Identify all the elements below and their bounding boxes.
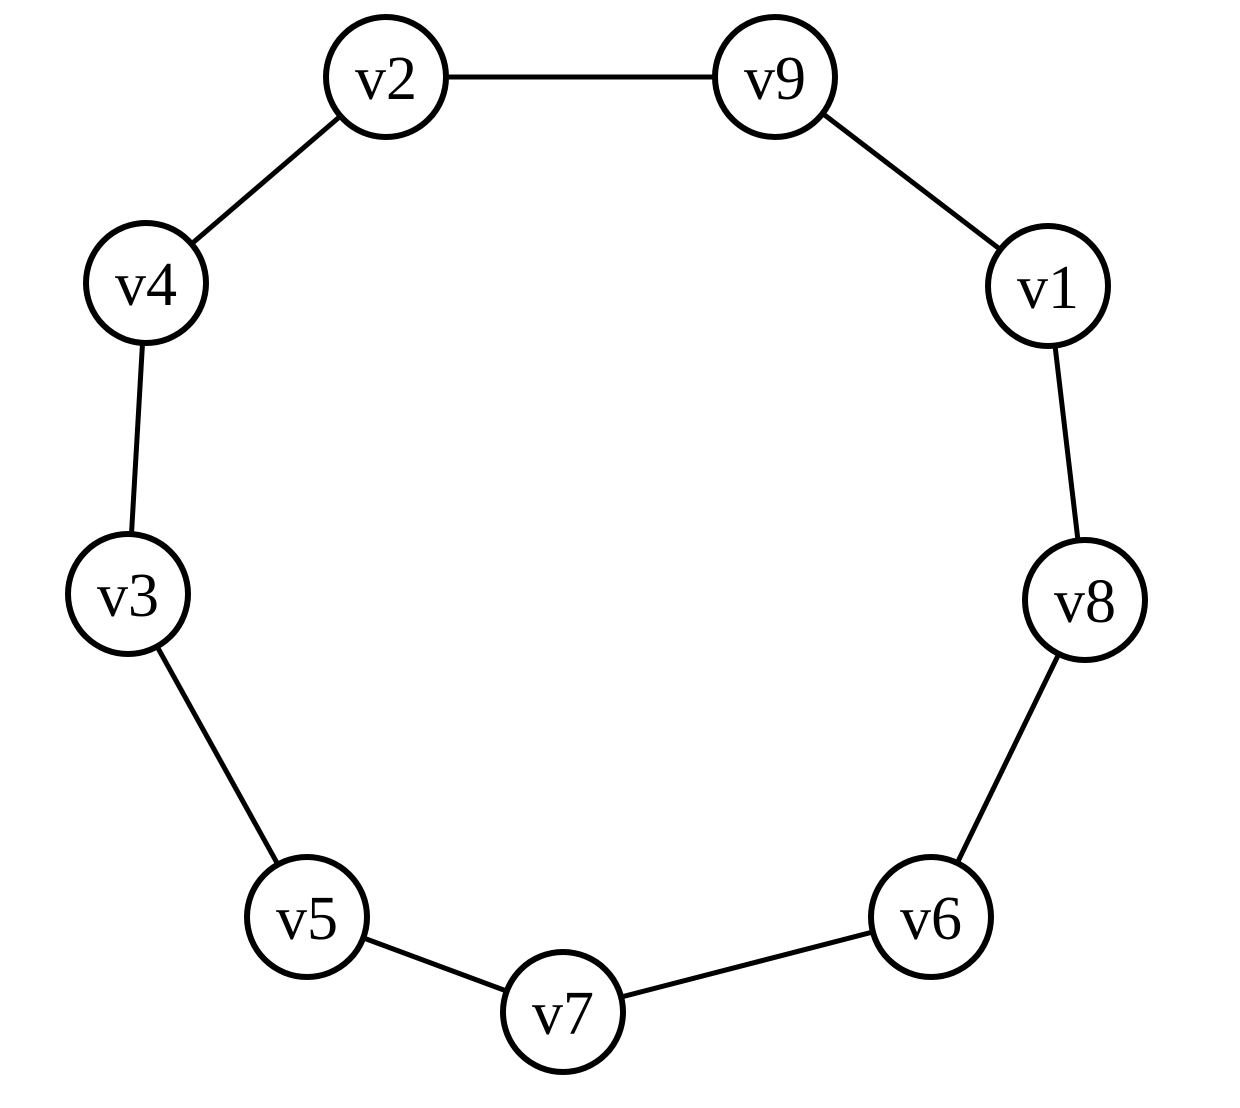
node-label-v9: v9 xyxy=(744,45,806,113)
node-label-v4: v4 xyxy=(115,251,177,319)
node-label-v1: v1 xyxy=(1017,254,1079,322)
nodes-group: v2 v9 v4 v1 v3 v8 v5 v6 v7 xyxy=(68,17,1145,1072)
node-label-v6: v6 xyxy=(900,885,962,953)
node-v2: v2 xyxy=(326,17,446,137)
node-label-v7: v7 xyxy=(532,980,594,1048)
node-label-v5: v5 xyxy=(276,885,338,953)
node-v8: v8 xyxy=(1025,540,1145,660)
node-v7: v7 xyxy=(503,952,623,1072)
cycle-graph-diagram: v2 v9 v4 v1 v3 v8 v5 v6 v7 xyxy=(0,0,1240,1108)
node-label-v3: v3 xyxy=(97,562,159,630)
node-v9: v9 xyxy=(715,17,835,137)
node-label-v8: v8 xyxy=(1054,568,1116,636)
node-v1: v1 xyxy=(988,226,1108,346)
node-v5: v5 xyxy=(247,857,367,977)
node-v4: v4 xyxy=(86,223,206,343)
node-v3: v3 xyxy=(68,534,188,654)
node-v6: v6 xyxy=(871,857,991,977)
node-label-v2: v2 xyxy=(355,45,417,113)
graph-svg: v2 v9 v4 v1 v3 v8 v5 v6 v7 xyxy=(0,0,1240,1108)
